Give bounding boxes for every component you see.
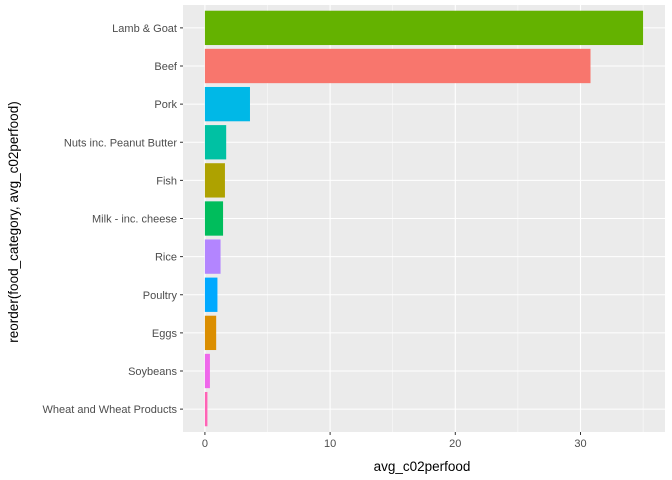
bar [204,163,225,198]
bar [204,10,644,46]
bar [204,239,221,274]
bar [204,86,250,122]
y-tick-label: Pork [154,99,177,111]
y-tick-label: Fish [156,175,177,187]
y-tick-label: Rice [155,252,177,264]
y-tick-label: Wheat and Wheat Products [42,404,177,416]
bar [204,391,208,427]
y-tick-label: Nuts inc. Peanut Butter [64,137,177,149]
bar [204,277,218,312]
y-tick-label: Poultry [143,290,178,302]
bar [204,125,227,160]
y-axis-ticks: Lamb & Goat Beef Pork Nuts inc. Peanut Butt… [42,23,183,416]
x-tick-label: 0 [202,438,208,450]
y-tick-label: Milk - inc. cheese [92,214,177,226]
x-tick-label: 30 [574,438,586,450]
x-tick-label: 10 [324,438,336,450]
bar [204,315,217,351]
bar [204,353,210,389]
y-tick-label: Beef [154,61,178,73]
y-tick-label: Lamb & Goat [112,23,177,35]
y-axis-title: reorder(food_category, avg_c02perfood) [6,101,21,342]
x-axis-title: avg_c02perfood [374,459,471,474]
y-tick-label: Soybeans [128,366,177,378]
bar [204,201,224,236]
y-tick-label: Eggs [152,328,178,340]
x-tick-label: 20 [449,438,461,450]
bar [204,48,591,84]
x-axis-ticks: 0 10 20 30 [202,432,587,450]
bars [204,10,644,427]
